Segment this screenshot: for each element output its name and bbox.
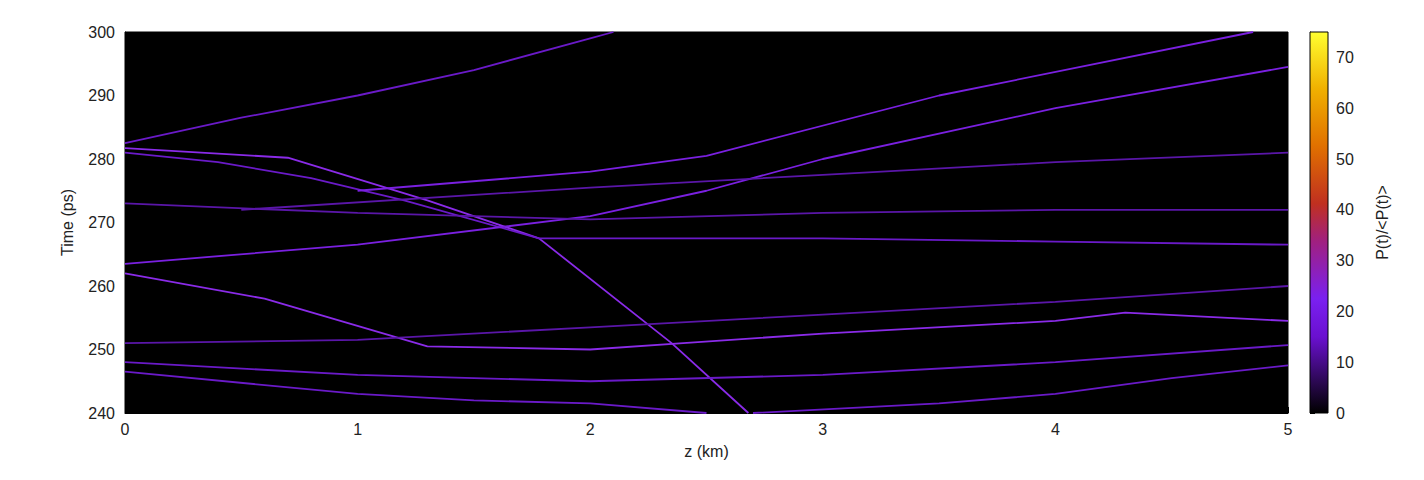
svg-text:2: 2 [586,421,595,438]
svg-text:70: 70 [1336,49,1354,66]
svg-text:40: 40 [1336,201,1354,218]
svg-text:0: 0 [121,421,130,438]
svg-text:20: 20 [1336,303,1354,320]
svg-text:4: 4 [1051,421,1060,438]
svg-text:260: 260 [88,278,115,295]
svg-text:5: 5 [1284,421,1293,438]
svg-text:280: 280 [88,151,115,168]
svg-text:z (km): z (km) [684,443,728,460]
svg-text:30: 30 [1336,252,1354,269]
svg-text:290: 290 [88,87,115,104]
svg-text:50: 50 [1336,151,1354,168]
svg-text:240: 240 [88,405,115,422]
svg-text:60: 60 [1336,100,1354,117]
svg-text:250: 250 [88,341,115,358]
svg-text:10: 10 [1336,354,1354,371]
svg-text:Time (ps): Time (ps) [59,189,76,256]
svg-text:1: 1 [353,421,362,438]
svg-text:300: 300 [88,24,115,41]
svg-text:270: 270 [88,214,115,231]
svg-text:P(t)/<P(t)>: P(t)/<P(t)> [1374,185,1391,260]
svg-text:0: 0 [1336,405,1345,422]
svg-text:3: 3 [818,421,827,438]
